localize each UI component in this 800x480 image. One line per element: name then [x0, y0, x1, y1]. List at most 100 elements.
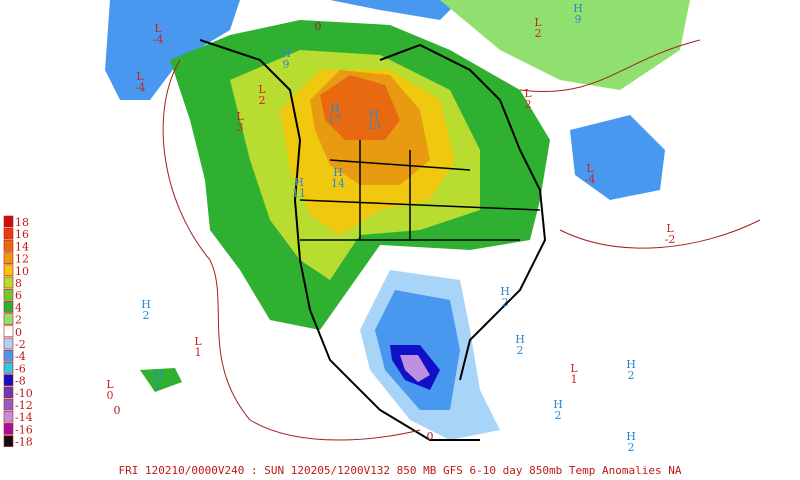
legend-label: 8 — [15, 277, 22, 290]
legend-label: 18 — [15, 216, 29, 229]
marker-value: 9 — [283, 58, 290, 71]
legend-swatch — [3, 252, 14, 264]
marker-value: 2 — [259, 94, 266, 107]
contour-label: 0 — [114, 404, 121, 417]
legend-label: 0 — [15, 326, 22, 339]
legend-swatch — [3, 410, 14, 423]
legend-swatch — [3, 301, 14, 313]
legend-label: -16 — [15, 423, 33, 436]
marker-letter: L — [534, 16, 542, 29]
marker-letter: H — [141, 298, 151, 311]
cold-core — [400, 355, 430, 382]
marker-letter: L — [258, 83, 266, 96]
legend-label: -2 — [15, 338, 26, 351]
warm-patch — [140, 368, 182, 392]
legend-swatch — [3, 374, 14, 386]
marker-letter: L — [154, 22, 162, 35]
cold-patch — [105, 0, 240, 100]
east-coast — [379, 43, 547, 381]
marker-letter: H — [369, 108, 379, 121]
marker-value: 2 — [628, 441, 635, 454]
contour-label: 0 — [315, 20, 322, 33]
cold-patch — [570, 115, 665, 200]
legend-swatch — [3, 423, 14, 435]
cold-patch — [330, 0, 460, 20]
legend-label: 2 — [15, 314, 22, 327]
marker-value: -4 — [135, 81, 146, 94]
contours — [162, 39, 761, 441]
coastlines — [199, 39, 547, 441]
marker-letter: L — [236, 110, 244, 123]
west-coast — [199, 39, 480, 441]
legend-label: -8 — [15, 375, 26, 388]
contour-label: 0 — [427, 430, 434, 443]
marker-letter: H — [153, 368, 163, 381]
marker-letter: H — [626, 430, 636, 443]
legend-swatch — [3, 215, 14, 228]
legend-label: 12 — [15, 253, 29, 266]
marker-letter: H — [626, 358, 636, 371]
marker-letter: L — [570, 362, 578, 375]
marker-value: 9 — [575, 13, 582, 26]
marker-letter: L — [106, 378, 114, 391]
marker-value: 2 — [535, 27, 542, 40]
marker-letter: H — [515, 333, 525, 346]
marker-value: -4 — [585, 173, 596, 186]
marker-letter: H — [333, 166, 343, 179]
marker-value: 15 — [367, 119, 381, 132]
marker-value: 1 — [571, 373, 578, 386]
warm-field — [320, 75, 400, 140]
legend-label: -4 — [15, 350, 26, 363]
legend-swatch — [3, 264, 14, 277]
marker-letter: L — [194, 335, 202, 348]
marker-value: 2 — [628, 369, 635, 382]
marker-letter: H — [553, 398, 563, 411]
marker-letter: H — [500, 285, 510, 298]
legend-swatch — [3, 362, 14, 374]
marker-value: 2 — [143, 309, 150, 322]
legend-label: -10 — [15, 387, 33, 400]
marker-value: 2 — [517, 344, 524, 357]
legend-swatch — [3, 386, 14, 399]
marker-value: 3 — [237, 121, 244, 134]
legend-label: 4 — [15, 301, 22, 314]
legend-label: 14 — [15, 240, 29, 253]
marker-value: -2 — [665, 233, 676, 246]
legend-swatch — [3, 313, 14, 325]
legend-swatch — [3, 288, 14, 301]
marker-value: 2 — [525, 98, 532, 111]
marker-value: 2 — [555, 409, 562, 422]
legend-label: 10 — [15, 265, 29, 278]
legend-swatch — [3, 435, 14, 447]
contour — [162, 59, 421, 441]
legend-label: 6 — [15, 289, 22, 302]
legend-swatch — [3, 325, 14, 338]
legend-label: -14 — [15, 411, 33, 424]
marker-letter: L — [586, 162, 594, 175]
legend-swatch — [3, 276, 14, 289]
legend-swatch — [3, 240, 14, 252]
marker-letter: L — [136, 70, 144, 83]
footer-caption: FRI 120210/0000V240 : SUN 120205/1200V13… — [119, 464, 682, 477]
marker-letter: L — [666, 222, 674, 235]
marker-letter: L — [524, 87, 532, 100]
legend-swatch — [3, 349, 14, 362]
marker-value: 1 — [195, 346, 202, 359]
legend-swatch — [3, 337, 14, 350]
marker-letter: H — [281, 47, 291, 60]
borders — [299, 140, 541, 241]
marker-value: 0 — [107, 389, 114, 402]
marker-letter: H — [294, 176, 304, 189]
marker-letter: H — [330, 102, 340, 115]
legend-label: 16 — [15, 228, 29, 241]
marker-value: 2 — [155, 379, 162, 392]
contour — [519, 39, 761, 249]
marker-value: 14 — [331, 177, 345, 190]
marker-letter: H — [573, 2, 583, 15]
legend-label: -6 — [15, 362, 26, 375]
marker-value: 11 — [292, 187, 306, 200]
marker-value: 2 — [502, 296, 509, 309]
